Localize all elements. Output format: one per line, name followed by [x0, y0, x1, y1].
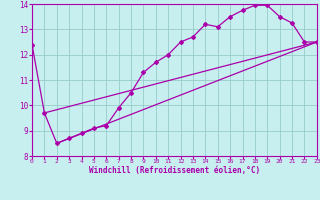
X-axis label: Windchill (Refroidissement éolien,°C): Windchill (Refroidissement éolien,°C) [89, 166, 260, 175]
